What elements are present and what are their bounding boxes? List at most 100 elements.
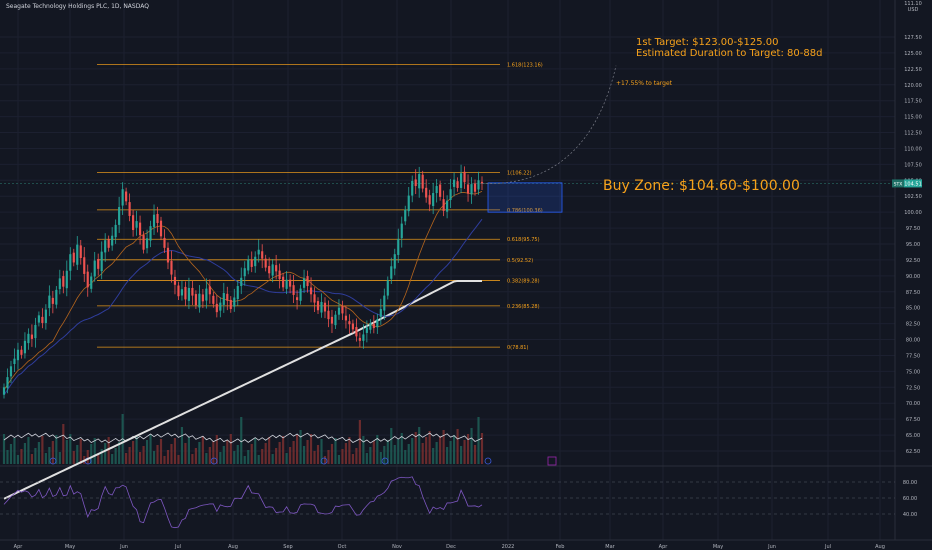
volume-bar xyxy=(376,435,379,464)
projection-curve xyxy=(481,65,617,184)
volume-bar xyxy=(411,438,414,464)
volume-bar xyxy=(400,433,403,464)
candle-body xyxy=(48,295,51,309)
candle-body xyxy=(226,293,229,301)
candle-body xyxy=(250,260,253,267)
volume-bar xyxy=(456,429,459,464)
time-tick: May xyxy=(713,544,723,550)
candle-body xyxy=(295,297,299,301)
candle-body xyxy=(44,309,47,323)
symbol-tag xyxy=(892,179,904,188)
volume-bar xyxy=(268,437,271,464)
volume-bar xyxy=(313,451,316,464)
chart-title: Seagate Technology Holdings PLC, 1D, NAS… xyxy=(6,3,149,10)
candle-body xyxy=(418,173,421,189)
volume-bar xyxy=(334,438,337,464)
candle-body xyxy=(76,244,79,265)
volume-bar xyxy=(480,433,484,464)
candle-body xyxy=(404,209,407,222)
candle-body xyxy=(107,239,110,248)
volume-bar xyxy=(208,447,211,464)
candle-body xyxy=(261,251,264,259)
candle-body xyxy=(463,171,466,183)
candle-body xyxy=(372,323,375,329)
fib-label: 0.618(95.75) xyxy=(507,237,540,243)
volume-bar xyxy=(114,448,117,464)
candle-body xyxy=(365,327,368,333)
volume-bar xyxy=(254,438,257,464)
volume-bar xyxy=(6,450,9,464)
candle-body xyxy=(344,315,348,321)
volume-bar xyxy=(316,445,320,464)
volume-bar xyxy=(156,445,159,464)
candle-body xyxy=(348,321,351,325)
volume-bar xyxy=(198,442,201,464)
candle-body xyxy=(69,254,72,271)
volume-bar xyxy=(369,447,372,464)
candle-body xyxy=(90,276,93,289)
price-tick: 90.00 xyxy=(906,274,920,280)
candle-body xyxy=(111,235,114,246)
price-tick: 127.50 xyxy=(904,35,922,41)
volume-bar xyxy=(421,443,424,464)
volume-bar xyxy=(23,443,27,464)
fib-label: 0.786(100.36) xyxy=(507,208,543,214)
candle-body xyxy=(72,252,75,263)
candle-body xyxy=(215,303,218,313)
candle-body xyxy=(397,238,400,255)
volume-bar xyxy=(44,453,47,464)
candle-body xyxy=(369,322,372,330)
price-tag xyxy=(904,179,922,188)
volume-bar xyxy=(135,435,138,464)
volume-bar xyxy=(449,441,452,464)
candle-body xyxy=(41,316,44,323)
volume-bar xyxy=(9,444,13,464)
price-tick: 82.50 xyxy=(906,322,920,328)
volume-bar xyxy=(180,427,184,464)
candle-body xyxy=(198,293,201,308)
candle-body xyxy=(191,287,194,296)
candle-body xyxy=(306,276,309,287)
time-tick: Feb xyxy=(556,544,565,550)
volume-bar xyxy=(145,440,149,464)
candle-body xyxy=(456,181,459,188)
time-tick: Mar xyxy=(605,544,615,550)
volume-bar xyxy=(289,447,292,464)
candle-body xyxy=(466,184,470,194)
volume-bar xyxy=(362,436,365,464)
volume-bar xyxy=(37,442,40,464)
price-tick: 70.00 xyxy=(906,401,920,407)
candlesticks xyxy=(2,164,484,399)
percent-to-target: +17.55% to target xyxy=(616,80,672,87)
candle-body xyxy=(449,189,452,200)
candle-body xyxy=(128,202,131,216)
volume-bar xyxy=(177,455,180,464)
volume-bar xyxy=(348,437,351,464)
volume-bar xyxy=(344,443,348,464)
rsi-panel: 80.00 60.00 40.00 xyxy=(0,476,917,529)
candle-body xyxy=(414,179,417,187)
candle-body xyxy=(480,181,484,184)
price-tick: 72.50 xyxy=(906,385,920,391)
price-tick: 112.50 xyxy=(904,131,922,137)
candle-body xyxy=(65,270,68,289)
volume-bar xyxy=(79,439,82,464)
volume-bar xyxy=(243,456,246,464)
volume-bar xyxy=(351,454,354,464)
candle-body xyxy=(184,286,187,300)
time-tick: Dec xyxy=(446,544,456,550)
volume-bar xyxy=(393,445,396,464)
candle-body xyxy=(393,254,396,269)
volume-bar xyxy=(425,437,428,464)
volume-bar xyxy=(51,441,54,464)
volume-bar xyxy=(212,441,215,464)
volume-bar xyxy=(194,448,197,464)
price-tick: 62.50 xyxy=(906,449,920,455)
price-tick: 75.00 xyxy=(906,369,920,375)
volume-bar xyxy=(16,455,20,464)
volume-bar xyxy=(20,449,23,464)
volume-bar xyxy=(128,447,131,464)
candle-body xyxy=(97,259,100,269)
